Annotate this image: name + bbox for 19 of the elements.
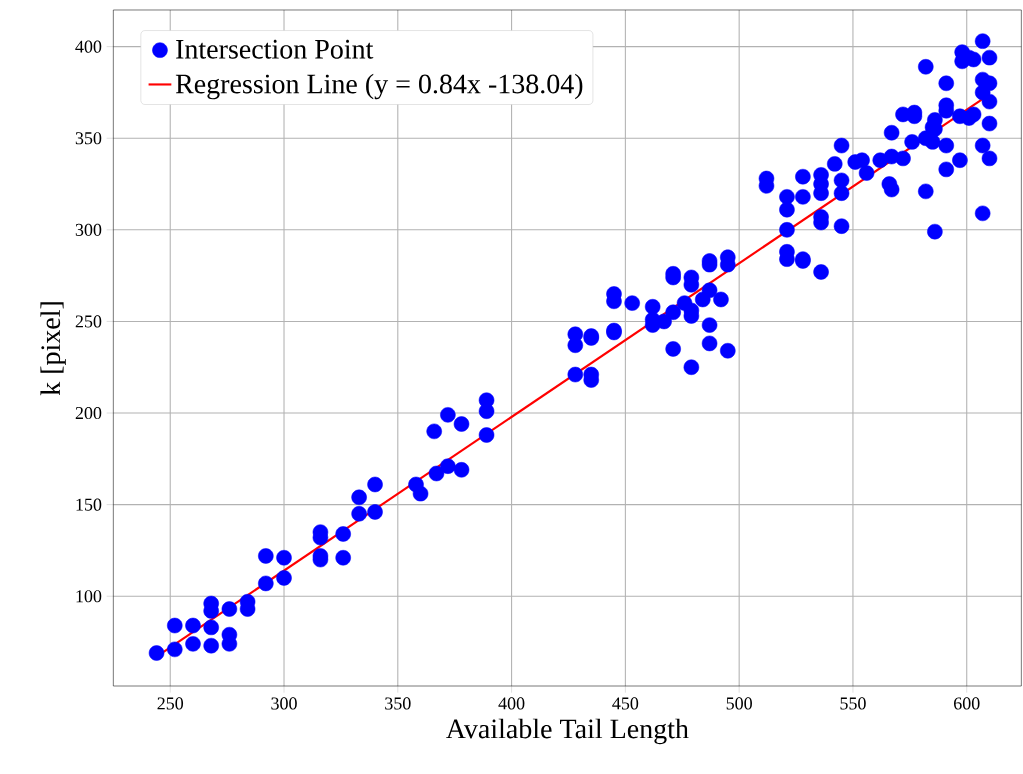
y-tick-label: 350: [75, 132, 102, 145]
y-tick-label: 300: [75, 223, 102, 236]
x-tick-label: 600: [954, 697, 980, 710]
y-tick-label: 100: [76, 590, 102, 603]
x-tick-label: 400: [498, 697, 525, 710]
x-axis-title: Available Tail Length: [446, 718, 689, 745]
y-axis-title: k [pixel]: [40, 302, 66, 396]
x-tick-label: 500: [726, 697, 752, 710]
y-tick-label: 400: [75, 40, 102, 53]
x-tick-label: 350: [385, 697, 411, 710]
legend-label: Regression Line (y = 0.84x -138.04): [175, 73, 583, 100]
x-tick-label: 450: [612, 697, 639, 710]
legend-label: Intersection Point: [176, 39, 374, 59]
x-tick-label: 300: [271, 697, 297, 710]
x-tick-label: 550: [840, 697, 866, 710]
y-tick-label: 250: [75, 315, 102, 328]
x-tick-label: 250: [157, 697, 184, 710]
y-tick-label: 200: [75, 406, 102, 420]
y-tick-label: 150: [76, 498, 102, 511]
